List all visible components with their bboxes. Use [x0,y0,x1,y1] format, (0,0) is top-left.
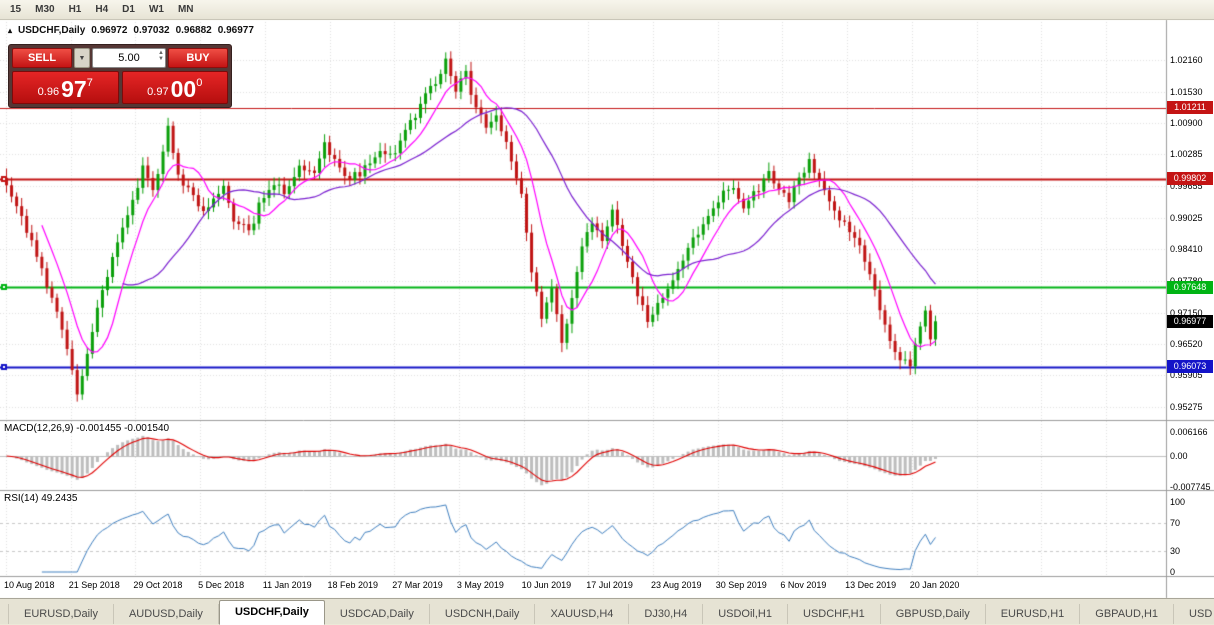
date-axis-label: 27 Mar 2019 [392,580,443,590]
chart-open-value: 0.96972 [91,25,128,36]
spinner-up-icon[interactable]: ▲ [158,50,164,56]
date-axis-label: 6 Nov 2019 [780,580,827,590]
price-axis-tick: 0.97150 [1170,307,1203,318]
chart-tab-gbpaud-h1[interactable]: GBPAUD,H1 [1080,604,1175,624]
price-axis-tick: 0.99025 [1170,212,1203,223]
date-axis-label: 29 Oct 2018 [133,580,183,590]
date-axis-label: 10 Jun 2019 [521,580,572,590]
current-price-label: 0.96977 [1167,314,1213,328]
chevron-down-icon: ▼ [78,54,86,62]
sell-button[interactable]: SELL [12,48,72,68]
chart-tab-usdoil-h1[interactable]: USDOil,H1 [703,604,788,624]
rsi-axis-tick: 100 [1170,497,1186,507]
rsi-axis-tick: 0 [1170,567,1176,577]
spinner-down-icon[interactable]: ▼ [158,56,164,62]
chart-tab-usdchf-daily[interactable]: USDCHF,Daily [218,600,325,625]
chart-title: ▴ USDCHF,Daily 0.96972 0.97032 0.96882 0… [8,25,254,36]
buy-button[interactable]: BUY [168,48,228,68]
chart-high-value: 0.97032 [133,25,170,36]
volume-field[interactable]: 5.00 ▲ ▼ [92,48,166,68]
chart-tab-audusd-daily[interactable]: AUDUSD,Daily [113,604,219,624]
date-axis-label: 23 Aug 2019 [651,580,702,590]
buy-price-big: 00 [170,76,197,102]
macd-indicator-label: MACD(12,26,9) -0.001455 -0.001540 [4,423,170,434]
price-axis-tick: 0.98410 [1170,243,1203,254]
chart-tab-eurusd-daily[interactable]: EURUSD,Daily [8,604,114,624]
sell-price-big: 97 [61,76,87,102]
date-axis-label: 11 Jan 2019 [262,580,312,590]
date-axis-label: 13 Dec 2019 [845,580,897,590]
price-axis-tick: 0.97780 [1170,276,1203,286]
horizontal-level-label: 1.01211 [1167,101,1213,115]
chart-tab-dj30-h4[interactable]: DJ30,H4 [629,604,704,624]
date-axis-label: 21 Sep 2018 [68,580,120,590]
volume-dropdown-button[interactable]: ▼ [74,48,90,68]
chart-tab-usd[interactable]: USD [1174,604,1214,624]
sell-price-sup: 7 [86,77,93,89]
one-click-trading-panel: SELL ▼ 5.00 ▲ ▼ BUY 0.96 97 7 0.97 00 0 [8,44,232,108]
timeframe-button-mn[interactable]: MN [177,4,194,15]
rsi-axis-tick: 30 [1170,546,1181,556]
timeframe-button-h1[interactable]: H1 [68,4,82,15]
chart-tab-gbpusd-daily[interactable]: GBPUSD,Daily [880,604,986,624]
timeframe-button-15[interactable]: 15 [10,4,22,15]
price-axis-tick: 1.00900 [1170,118,1203,129]
chart-tab-xauusd-h4[interactable]: XAUUSD,H4 [535,604,630,624]
macd-axis-tick: -0.007745 [1170,481,1211,492]
horizontal-level-label: 0.96073 [1167,360,1213,374]
chart-close-value: 0.96977 [217,25,254,36]
date-axis-label: 3 May 2019 [456,580,504,590]
chart-low-value: 0.96882 [175,25,212,36]
timeframe-button-m30[interactable]: M30 [35,4,55,15]
sell-price-small: 0.96 [37,86,60,98]
buy-price-display[interactable]: 0.97 00 0 [121,71,228,104]
chart-symbol-label: USDCHF,Daily [18,25,86,36]
volume-spinner[interactable]: ▲ ▼ [158,50,164,62]
price-axis-tick: 0.95905 [1170,370,1203,381]
price-axis-tick: 1.00285 [1170,149,1203,160]
date-axis-label: 5 Dec 2018 [198,580,245,590]
timeframe-button-w1[interactable]: W1 [148,4,164,15]
date-axis-label: 18 Feb 2019 [327,580,379,590]
sell-price-display[interactable]: 0.96 97 7 [12,71,119,104]
buy-price-sup: 0 [196,77,203,89]
rsi-axis-tick: 70 [1170,518,1181,528]
date-axis-label: 17 Jul 2019 [586,580,633,590]
price-axis-tick: 0.96520 [1170,339,1203,350]
price-axis-tick: 1.02160 [1170,54,1203,65]
chart-tab-usdcad-daily[interactable]: USDCAD,Daily [324,604,430,624]
date-axis-label: 30 Sep 2019 [715,580,767,590]
chart-tab-eurusd-h1[interactable]: EURUSD,H1 [985,604,1081,624]
chart-collapse-icon[interactable]: ▴ [8,26,13,35]
horizontal-level-label: 0.97648 [1167,280,1213,294]
date-axis-label: 20 Jan 2020 [909,580,960,590]
price-axis-tick: 0.95275 [1170,402,1203,413]
rsi-indicator-label: RSI(14) 49.2435 [4,493,78,504]
chart-tab-usdcnh-daily[interactable]: USDCNH,Daily [429,604,536,624]
buy-price-small: 0.97 [147,86,169,98]
macd-axis-tick: 0.00 [1170,450,1188,461]
timeframe-button-h4[interactable]: H4 [95,4,109,15]
macd-axis-tick: 0.006166 [1170,426,1208,437]
timeframe-toolbar: 15 M30 H1 H4 D1 W1 MN [0,0,1214,20]
price-axis-tick: 0.99655 [1170,181,1203,192]
timeframe-button-d1[interactable]: D1 [122,4,135,15]
date-axis-label: 10 Aug 2018 [4,580,55,590]
volume-value: 5.00 [118,52,140,64]
chart-tab-bar: EURUSD,Daily AUDUSD,Daily USDCHF,Daily USDC… [0,598,1214,625]
chart-tab-usdchf-h1[interactable]: USDCHF,H1 [788,604,881,624]
price-axis-tick: 1.01530 [1170,86,1203,97]
horizontal-level-label: 0.99802 [1167,172,1213,186]
